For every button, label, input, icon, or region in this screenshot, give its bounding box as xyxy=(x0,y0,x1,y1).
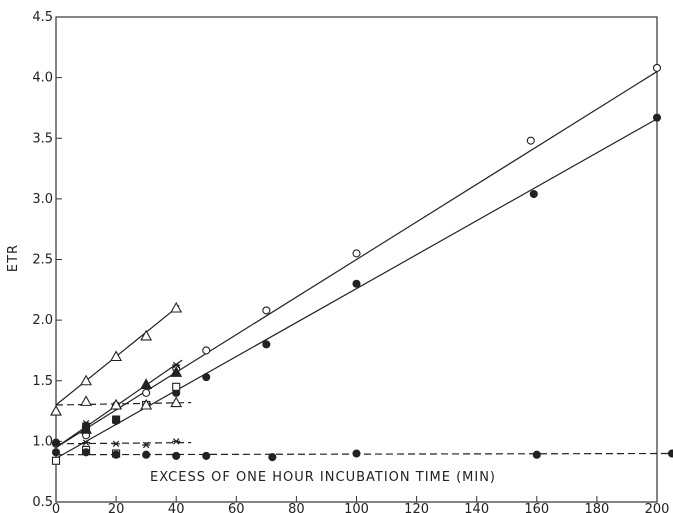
x-tick-label: 80 xyxy=(288,502,305,513)
y-tick-label: 2.0 xyxy=(32,313,53,328)
x-tick-label: 60 xyxy=(228,502,245,513)
y-tick-label: 1.0 xyxy=(32,434,53,449)
point-star xyxy=(172,361,181,369)
x-tick-label: 180 xyxy=(584,502,609,513)
point-open-triangle xyxy=(110,350,123,362)
dashed-fit-line xyxy=(55,441,192,445)
point-filled-triangle xyxy=(170,366,183,377)
x-tick-label: 0 xyxy=(52,502,60,513)
point-open-triangle xyxy=(80,374,92,386)
point-star xyxy=(172,438,181,445)
y-tick-label: 3.5 xyxy=(32,131,53,146)
point-open-circle xyxy=(202,346,211,355)
point-open-triangle xyxy=(140,329,153,341)
x-tick-label: 140 xyxy=(464,502,489,513)
axis-ticks: 0 20 40 60 80 100 120 140 160 180 200 0.5 1.0 1.5 2.0 2… xyxy=(32,10,669,513)
point-open-circle xyxy=(652,63,662,72)
point-star xyxy=(142,441,151,449)
point-star xyxy=(82,439,91,446)
point-filled-circle xyxy=(532,450,541,459)
x-tick-label: 200 xyxy=(645,502,670,513)
point-filled-circle xyxy=(142,450,151,459)
point-filled-circle xyxy=(529,189,538,199)
point-open-circle xyxy=(262,306,271,315)
point-filled-circle xyxy=(262,340,271,349)
point-filled-square xyxy=(82,425,91,434)
point-filled-circle xyxy=(172,451,181,460)
fit-line xyxy=(55,118,658,459)
point-filled-circle xyxy=(352,449,361,458)
fit-line xyxy=(55,71,658,448)
point-open-triangle xyxy=(170,301,183,313)
x-tick-label: 100 xyxy=(344,502,369,513)
point-open-triangle xyxy=(50,404,62,416)
data-points xyxy=(50,63,673,465)
point-open-circle xyxy=(142,388,151,397)
y-axis-label: ETR xyxy=(6,244,21,272)
point-filled-square xyxy=(112,415,121,424)
x-tick-label: 160 xyxy=(524,502,549,513)
y-tick-label: 0.5 xyxy=(32,495,53,510)
point-open-triangle xyxy=(110,398,123,410)
point-filled-circle xyxy=(652,113,662,122)
point-filled-circle xyxy=(202,373,211,382)
y-tick-label: 3.0 xyxy=(32,192,53,207)
point-open-triangle xyxy=(170,396,183,408)
fit-lines xyxy=(55,71,673,459)
x-tick-label: 20 xyxy=(108,502,125,513)
point-filled-triangle xyxy=(140,378,153,389)
point-filled-circle xyxy=(112,450,121,459)
dashed-fit-line xyxy=(55,401,192,406)
point-open-circle xyxy=(352,249,361,258)
point-filled-circle xyxy=(51,448,61,457)
y-tick-label: 4.0 xyxy=(32,71,53,86)
x-tick-label: 120 xyxy=(404,502,429,513)
x-axis-label: EXCESS OF ONE HOUR INCUBATION TIME (MIN) xyxy=(150,470,496,485)
point-filled-circle xyxy=(268,453,277,462)
point-open-triangle xyxy=(80,395,92,406)
y-tick-label: 4.5 xyxy=(32,10,53,25)
point-filled-circle xyxy=(82,448,91,457)
point-filled-circle xyxy=(202,451,211,460)
y-tick-label: 2.5 xyxy=(32,253,53,268)
point-open-triangle xyxy=(140,398,153,410)
y-tick-label: 1.5 xyxy=(32,374,53,389)
dashed-fit-line xyxy=(55,452,673,456)
point-star xyxy=(112,440,121,448)
point-open-circle xyxy=(526,136,535,145)
point-open-square xyxy=(51,456,61,465)
point-open-square xyxy=(172,382,181,391)
point-filled-circle xyxy=(667,449,673,458)
point-filled-circle xyxy=(51,438,61,447)
point-filled-circle xyxy=(352,279,361,288)
point-star xyxy=(82,419,91,427)
x-tick-label: 40 xyxy=(168,502,185,513)
